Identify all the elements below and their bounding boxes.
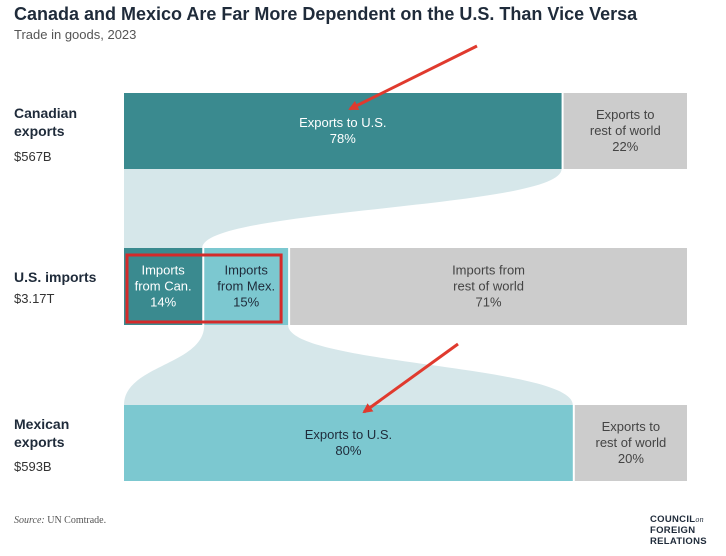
source-note: Source: UN Comtrade. xyxy=(14,515,106,526)
row-label-canadian-line1: Canadian xyxy=(14,105,78,121)
source-text: UN Comtrade. xyxy=(47,515,107,526)
bar-category-label-r1-s2-l1: rest of world xyxy=(453,279,524,294)
bar-segment-r1-s0 xyxy=(124,248,203,325)
row-value-canadian-exports: $567B xyxy=(14,149,52,164)
row-label-canadian-exports: Canadian exports xyxy=(14,104,77,140)
annotation-arrow-1 xyxy=(362,342,459,414)
bar-category-label-r1-s0-l0: Imports xyxy=(141,263,185,278)
row-label-canadian-line2: exports xyxy=(14,123,65,139)
row-label-mexican-line2: exports xyxy=(14,434,65,450)
flow-band-1 xyxy=(124,325,573,405)
row-value-mexican-exports: $593B xyxy=(14,459,52,474)
row-label-mexican-exports: Mexican exports xyxy=(14,415,69,451)
chart-title: Canada and Mexico Are Far More Dependent… xyxy=(14,4,638,24)
bar-value-label-r0-s1: 22% xyxy=(612,139,638,154)
bar-segment-r1-s1 xyxy=(204,248,289,325)
bar-category-label-r1-s1-l0: Imports xyxy=(225,263,269,278)
row-label-us-imports: U.S. imports xyxy=(14,269,97,285)
bar-category-label-r2-s1-l1: rest of world xyxy=(595,435,666,450)
bar-value-label-r2-s0: 80% xyxy=(335,443,361,458)
flow-band-0 xyxy=(124,169,562,248)
bar-value-label-r1-s2: 71% xyxy=(476,295,502,310)
row-value-us-imports: $3.17T xyxy=(14,291,55,306)
chart-subtitle: Trade in goods, 2023 xyxy=(14,27,137,42)
bar-category-label-r1-s1-l1: from Mex. xyxy=(217,279,275,294)
bar-category-label-r2-s1-l0: Exports to xyxy=(602,419,661,434)
bar-category-label-r0-s1-l1: rest of world xyxy=(590,123,661,138)
bar-category-label-r1-s0-l1: from Can. xyxy=(135,279,192,294)
source-label: Source: xyxy=(14,515,45,526)
bar-value-label-r2-s1: 20% xyxy=(618,451,644,466)
bar-segment-r2-s0 xyxy=(124,405,573,481)
cfr-logo: COUNCILon FOREIGN RELATIONS xyxy=(650,514,707,547)
bar-category-label-r0-s1-l0: Exports to xyxy=(596,107,655,122)
annotation-arrow-0 xyxy=(348,44,478,111)
row-label-mexican-line1: Mexican xyxy=(14,416,70,432)
bar-value-label-r0-s0: 78% xyxy=(330,131,356,146)
logo-line1-small: on xyxy=(695,515,704,524)
bar-value-label-r1-s0: 14% xyxy=(150,295,176,310)
logo-line3: RELATIONS xyxy=(650,536,707,547)
logo-line1: COUNCIL xyxy=(650,514,696,525)
bar-segment-r1-s2 xyxy=(290,248,687,325)
highlight-box xyxy=(125,253,283,324)
bar-category-label-r0-s0-l0: Exports to U.S. xyxy=(299,115,386,130)
bar-segment-r0-s0 xyxy=(124,93,562,169)
logo-line2: FOREIGN xyxy=(650,525,696,536)
bar-value-label-r1-s1: 15% xyxy=(233,295,259,310)
bar-segment-r0-s1 xyxy=(563,93,687,169)
bar-category-label-r1-s2-l0: Imports from xyxy=(452,263,525,278)
bar-segment-r2-s1 xyxy=(574,405,687,481)
bar-category-label-r2-s0-l0: Exports to U.S. xyxy=(305,427,392,442)
